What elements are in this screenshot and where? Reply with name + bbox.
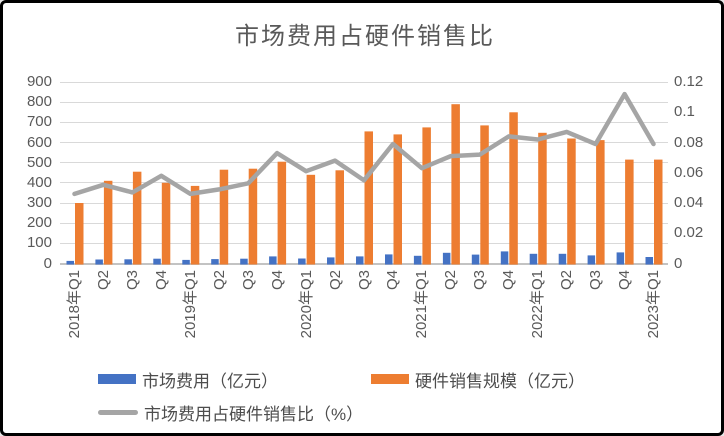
bar-hardware-sales (219, 169, 229, 265)
legend-item-expense-ratio: 市场费用占硬件销售比（%） (98, 402, 364, 424)
y-axis-tick-left: 100 (26, 234, 52, 252)
gridline (60, 142, 668, 143)
y-axis-tick-right: 0.06 (674, 163, 704, 181)
gridline (60, 182, 668, 184)
bar-hardware-sales (422, 127, 431, 265)
bar-hardware-sales (335, 170, 344, 265)
gridline (60, 121, 668, 123)
x-axis-label: Q3 (471, 270, 489, 291)
y-axis-tick-right: 0 (674, 254, 683, 272)
y-axis-tick-left: 300 (26, 194, 52, 211)
legend-swatch-orange-bar (371, 374, 409, 384)
x-axis-label: Q2 (94, 270, 112, 291)
bar-hardware-sales (277, 161, 287, 265)
y-axis-tick-left: 900 (26, 73, 52, 90)
x-axis-label: 2018年Q1 (65, 270, 83, 339)
bar-hardware-sales (132, 171, 142, 265)
y-axis-tick-left: 500 (26, 153, 52, 171)
x-axis-label: 2021年Q1 (413, 270, 431, 339)
line-expense-ratio (72, 91, 656, 197)
x-axis-label: 2023年Q1 (645, 270, 663, 339)
gridline (60, 202, 668, 204)
y-axis-tick-right: 0.08 (674, 133, 704, 151)
y-axis-tick-left: 400 (26, 173, 52, 191)
y-axis-tick-right: 0.02 (674, 224, 704, 242)
x-axis-label: 2019年Q1 (181, 270, 199, 339)
x-axis-label: Q4 (384, 270, 402, 291)
y-axis-tick-left: 600 (26, 133, 52, 151)
legend-swatch-blue-bar (98, 374, 136, 384)
x-axis-label: Q3 (587, 270, 605, 291)
x-axis-label: 2022年Q1 (529, 270, 547, 339)
bar-hardware-sales (538, 132, 547, 265)
bar-hardware-sales (75, 203, 84, 265)
x-axis-label: Q2 (210, 270, 228, 291)
y-axis-tick-right: 0.12 (674, 73, 704, 90)
x-axis-label: Q2 (326, 270, 344, 291)
gridline (60, 101, 668, 103)
x-axis-label: Q4 (268, 270, 286, 291)
legend-swatch-gray-line (98, 409, 138, 415)
bar-hardware-sales (509, 112, 518, 265)
bar-hardware-sales (393, 134, 402, 265)
y-axis-tick-right: 0.1 (674, 103, 695, 121)
legend-label: 硬件销售规模（亿元） (415, 371, 585, 391)
gridline (60, 162, 668, 164)
legend-item-hardware-sales: 硬件销售规模（亿元） (371, 369, 585, 391)
gridline (60, 242, 668, 244)
x-axis-label: Q4 (152, 270, 170, 291)
bar-hardware-sales (654, 159, 663, 265)
x-axis-label: Q3 (123, 270, 141, 291)
x-axis-label: Q3 (239, 270, 257, 291)
x-axis-label: Q4 (616, 270, 634, 291)
x-axis-label: Q2 (558, 270, 576, 291)
bar-hardware-sales (190, 185, 200, 265)
legend-label: 市场费用（亿元） (142, 371, 278, 391)
gridline (60, 222, 668, 224)
y-axis-tick-left: 800 (26, 93, 52, 111)
bar-hardware-sales (625, 159, 634, 265)
gridline (60, 262, 668, 265)
y-axis-tick-left: 200 (26, 214, 52, 232)
x-axis-label: 2020年Q1 (297, 270, 315, 339)
gridline (60, 81, 668, 83)
bar-hardware-sales (451, 104, 460, 265)
y-axis-tick-right: 0.04 (674, 194, 704, 211)
bar-hardware-sales (364, 131, 373, 265)
x-axis-label: Q4 (500, 270, 518, 291)
chart-title: 市场费用占硬件销售比 (235, 23, 495, 50)
x-axis-label: Q2 (442, 270, 460, 291)
y-axis-tick-left: 700 (26, 113, 52, 131)
bar-hardware-sales (567, 138, 576, 265)
legend-label: 市场费用占硬件销售比（%） (144, 404, 364, 424)
x-axis-label: Q3 (355, 270, 373, 291)
bar-hardware-sales (306, 174, 316, 265)
legend-item-market-expense: 市场费用（亿元） (98, 369, 278, 391)
y-axis-tick-left: 0 (43, 254, 52, 272)
